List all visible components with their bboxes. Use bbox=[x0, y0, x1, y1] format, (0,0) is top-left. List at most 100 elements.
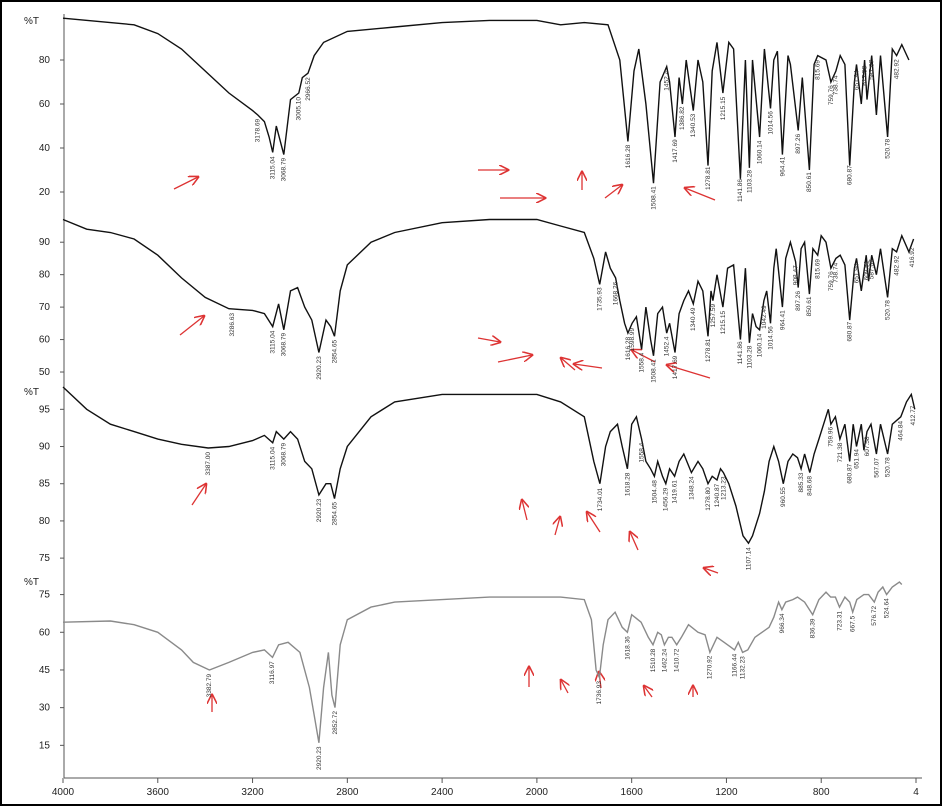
peak-label: 1508.41 bbox=[650, 359, 657, 383]
peak-label: 1042.49 bbox=[761, 305, 768, 329]
peak-label: 651.94 bbox=[853, 449, 860, 469]
peak-label: 482.92 bbox=[893, 59, 900, 79]
y-tick-label: 60 bbox=[39, 627, 51, 638]
y-axis-label: %T bbox=[24, 577, 39, 588]
peak-label: 1060.14 bbox=[757, 140, 764, 164]
peak-label: 1060.14 bbox=[757, 333, 764, 357]
peak-label: 1736.93 bbox=[596, 681, 603, 705]
x-tick-label: 1600 bbox=[621, 787, 644, 798]
peak-label: 1103.28 bbox=[746, 345, 753, 368]
peak-label: 587.07 bbox=[869, 59, 876, 79]
peak-label: 2854.65 bbox=[331, 502, 338, 526]
peak-label: 617.58 bbox=[861, 65, 868, 85]
peak-label: 576.72 bbox=[871, 606, 878, 626]
peak-label: 848.68 bbox=[807, 476, 814, 496]
peak-label: 609.51 bbox=[863, 260, 870, 280]
peak-label: 464.84 bbox=[898, 421, 905, 441]
peak-label: 1014.56 bbox=[767, 326, 774, 350]
y-tick-label: 75 bbox=[39, 553, 51, 564]
x-tick-label: 2400 bbox=[431, 787, 454, 798]
y-tick-label: 60 bbox=[39, 99, 51, 110]
peak-label: 680.87 bbox=[846, 165, 853, 185]
peak-label: 964.41 bbox=[779, 156, 786, 176]
peak-label: 3286.63 bbox=[229, 313, 236, 337]
peak-label: 723.31 bbox=[836, 611, 843, 631]
peak-label: 897.26 bbox=[795, 134, 802, 154]
peak-label: 412.77 bbox=[910, 405, 917, 425]
peak-label: 482.92 bbox=[893, 255, 900, 275]
y-tick-label: 90 bbox=[39, 442, 51, 453]
y-tick-label: 15 bbox=[39, 740, 51, 751]
peak-label: 520.78 bbox=[884, 139, 891, 159]
peak-label: 667.5 bbox=[850, 615, 857, 632]
arrows bbox=[173, 170, 719, 712]
y-tick-label: 90 bbox=[39, 237, 51, 248]
peak-label: 815.69 bbox=[815, 60, 822, 80]
peak-label: 520.78 bbox=[884, 457, 891, 477]
peak-label: 520.78 bbox=[884, 300, 891, 320]
y-tick-label: 40 bbox=[39, 143, 51, 154]
spectrum-line bbox=[62, 386, 916, 545]
peak-label: 1340.53 bbox=[690, 113, 697, 137]
y-tick-label: 80 bbox=[39, 270, 51, 281]
x-tick-label: 2800 bbox=[336, 787, 359, 798]
peak-label: 1417.69 bbox=[672, 355, 679, 379]
peak-label: 680.87 bbox=[846, 321, 853, 341]
peak-label: 3382.79 bbox=[206, 674, 213, 698]
peak-label: 1240.87 bbox=[714, 483, 721, 507]
peak-label: 815.69 bbox=[815, 259, 822, 279]
peak-label: 885.33 bbox=[798, 472, 805, 492]
peak-label: 524.64 bbox=[884, 598, 891, 618]
peak-label: 2966.52 bbox=[305, 77, 312, 101]
peak-label: 964.41 bbox=[779, 310, 786, 330]
peak-label: 1618.36 bbox=[624, 636, 631, 660]
x-tick-label: 3600 bbox=[147, 787, 170, 798]
peak-label: 2854.65 bbox=[331, 340, 338, 364]
peak-label: 1419.61 bbox=[671, 480, 678, 504]
peak-label: 3387.00 bbox=[205, 452, 212, 476]
peak-label: 1668.26 bbox=[613, 281, 620, 305]
peak-label: 1510.28 bbox=[650, 648, 657, 672]
spectrum-line bbox=[62, 17, 910, 184]
peak-label: 1270.92 bbox=[707, 655, 714, 679]
peak-label: 1340.49 bbox=[690, 307, 697, 331]
y-tick-label: 80 bbox=[39, 55, 51, 66]
peak-label: 1141.86 bbox=[737, 341, 744, 364]
peak-label: 607.58 bbox=[864, 436, 871, 456]
peak-label: 1348.24 bbox=[688, 476, 695, 500]
peak-label: 1452.4 bbox=[664, 336, 671, 356]
peak-label: 836.39 bbox=[810, 618, 817, 638]
peak-label: 1735.93 bbox=[597, 287, 604, 311]
x-tick-label: 3200 bbox=[241, 787, 264, 798]
y-tick-label: 70 bbox=[39, 302, 51, 313]
peak-label: 416.92 bbox=[909, 247, 916, 267]
peak-label: 651.94 bbox=[853, 70, 860, 90]
peak-label: 1734.01 bbox=[597, 487, 604, 511]
peak-label: 680.87 bbox=[846, 463, 853, 483]
y-tick-label: 95 bbox=[39, 404, 51, 415]
y-tick-label: 50 bbox=[39, 367, 51, 378]
peak-label: 1278.81 bbox=[705, 338, 712, 362]
peak-label: 3115.04 bbox=[270, 330, 277, 353]
x-tick-label: 2000 bbox=[526, 787, 549, 798]
peak-label: 738.74 bbox=[833, 75, 840, 95]
y-axis-label: %T bbox=[24, 16, 39, 27]
peak-label: 1166.44 bbox=[731, 653, 738, 676]
peak-label: 759.76 bbox=[828, 85, 835, 105]
peak-label: 1278.80 bbox=[705, 487, 712, 511]
peak-label: 1278.81 bbox=[705, 166, 712, 190]
peak-label: 2920.23 bbox=[316, 746, 323, 770]
peak-label: 721.38 bbox=[837, 442, 844, 462]
peak-label: 1132.23 bbox=[740, 656, 747, 679]
peak-label: 1014.56 bbox=[767, 111, 774, 135]
y-tick-label: 75 bbox=[39, 590, 51, 601]
peak-label: 1386.82 bbox=[679, 106, 686, 130]
y-axis-label: %T bbox=[24, 387, 39, 398]
peak-label: 3068.79 bbox=[281, 443, 288, 467]
x-tick-label: 1200 bbox=[715, 787, 738, 798]
peak-label: 850.61 bbox=[806, 172, 813, 192]
peak-label: 960.55 bbox=[780, 487, 787, 507]
peak-label: 1508.41 bbox=[650, 186, 657, 210]
peak-label: 587.07 bbox=[869, 259, 876, 279]
